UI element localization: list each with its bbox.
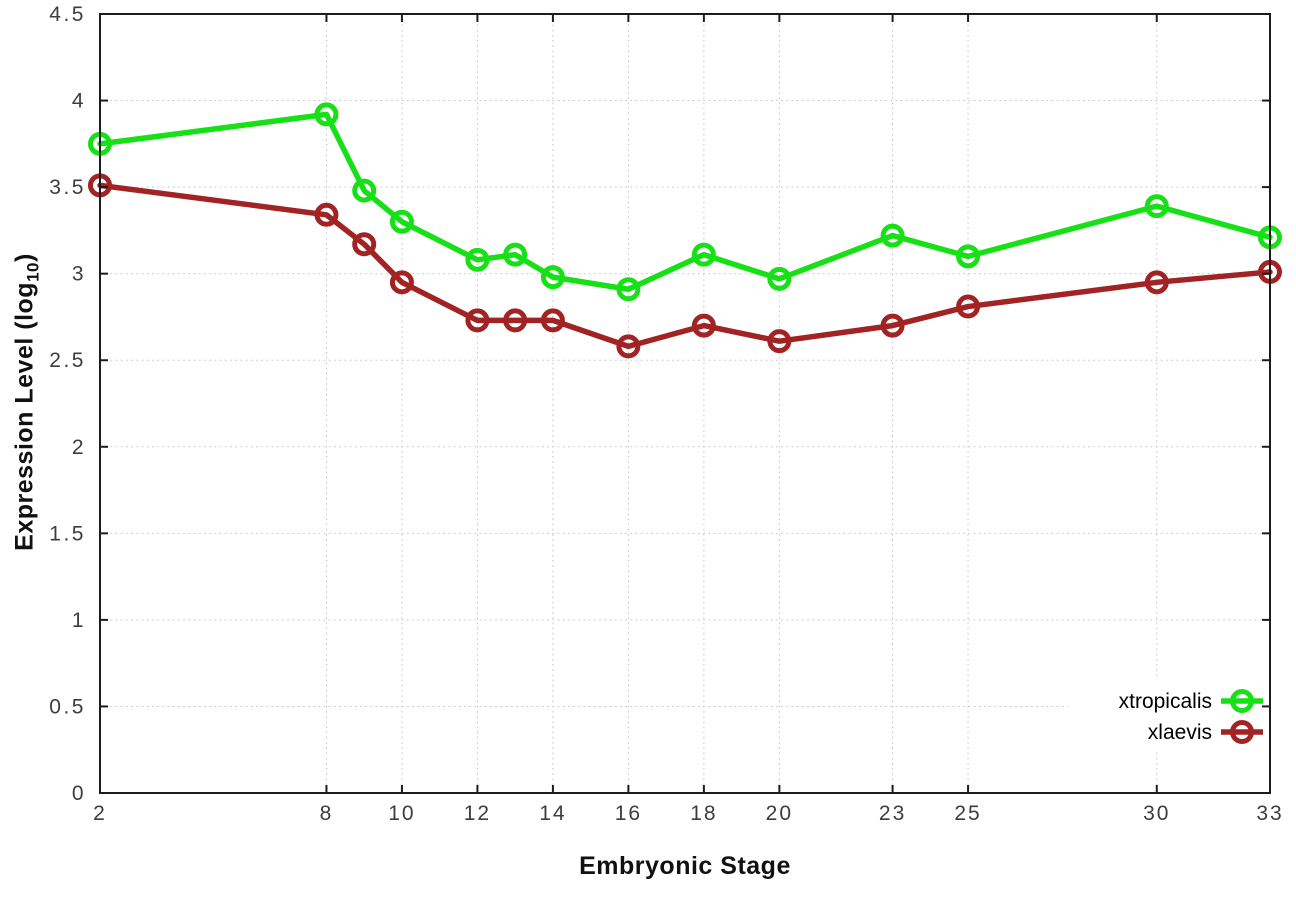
data-point-marker-xlaevis (389, 270, 414, 295)
data-point-marker-xtropicalis (767, 266, 792, 291)
y-axis-title: Expression Level (log10) (11, 253, 44, 551)
data-point-marker-xtropicalis (314, 102, 339, 127)
y-tick-label: 3 (72, 263, 86, 286)
x-tick-label: 20 (766, 802, 793, 825)
x-tick-label: 10 (388, 802, 415, 825)
legend-label-xlaevis: xlaevis (1148, 721, 1212, 744)
data-point-marker-xtropicalis (503, 242, 528, 267)
y-tick-label: 1.5 (49, 522, 86, 545)
legend-marker-xtropicalis (1230, 689, 1254, 713)
data-point-marker-xlaevis (767, 329, 792, 354)
y-tick-label: 1 (72, 609, 86, 632)
data-point-marker-xtropicalis (352, 178, 377, 203)
y-tick-label: 2.5 (49, 349, 86, 372)
data-point-marker-xlaevis (314, 202, 339, 227)
y-tick-label: 0.5 (49, 695, 86, 718)
x-tick-label: 18 (690, 802, 717, 825)
x-tick-label: 12 (464, 802, 491, 825)
x-tick-label: 30 (1143, 802, 1170, 825)
x-tick-label: 23 (879, 802, 906, 825)
data-point-marker-xlaevis (503, 308, 528, 333)
x-tick-label: 25 (954, 802, 981, 825)
data-point-marker-xtropicalis (956, 244, 981, 269)
x-tick-label: 14 (539, 802, 566, 825)
y-tick-label: 2 (72, 436, 86, 459)
data-point-marker-xtropicalis (1144, 194, 1169, 219)
legend-marker-xlaevis (1230, 720, 1254, 744)
data-point-marker-xlaevis (1144, 270, 1169, 295)
data-point-marker-xlaevis (616, 334, 641, 359)
y-axis-title-close: ) (10, 253, 39, 262)
data-point-marker-xlaevis (691, 313, 716, 338)
plot-border (99, 13, 1271, 794)
x-tick-label: 2 (93, 802, 107, 825)
x-axis-title: Embryonic Stage (579, 852, 791, 880)
x-tick-label: 8 (320, 802, 334, 825)
y-tick-label: 4.5 (49, 3, 86, 26)
y-tick-label: 4 (72, 90, 86, 113)
y-axis-title-subscript: 10 (23, 261, 43, 282)
y-tick-label: 0 (72, 782, 86, 805)
data-point-marker-xtropicalis (880, 223, 905, 248)
data-point-marker-xlaevis (880, 313, 905, 338)
x-tick-label: 33 (1256, 802, 1283, 825)
x-tick-label: 16 (615, 802, 642, 825)
data-point-marker-xtropicalis (389, 209, 414, 234)
data-point-marker-xtropicalis (540, 265, 565, 290)
data-point-marker-xlaevis (540, 308, 565, 333)
data-point-marker-xlaevis (352, 232, 377, 257)
y-tick-label: 3.5 (49, 176, 86, 199)
data-point-marker-xtropicalis (465, 247, 490, 272)
data-point-marker-xlaevis (956, 294, 981, 319)
data-point-marker-xtropicalis (691, 242, 716, 267)
y-axis-title-text: Expression Level (log (10, 281, 39, 551)
legend-label-xtropicalis: xtropicalis (1119, 690, 1212, 713)
data-point-marker-xlaevis (465, 308, 490, 333)
data-point-marker-xtropicalis (616, 277, 641, 302)
